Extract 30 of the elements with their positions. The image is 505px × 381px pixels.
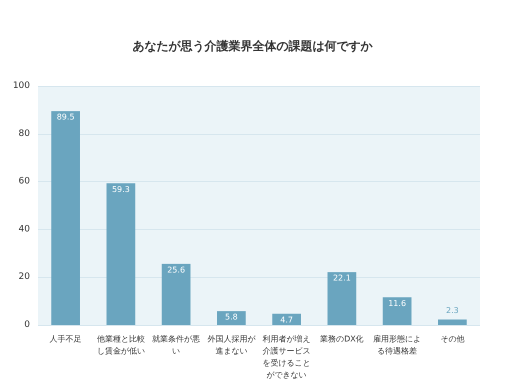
- y-tick-label: 40: [18, 224, 30, 234]
- data-label: 89.5: [56, 112, 75, 122]
- y-tick-label: 80: [18, 128, 30, 139]
- bar: [106, 183, 136, 325]
- x-tick-label: 他業種と比較し賃金が低い: [96, 334, 145, 356]
- y-tick-label: 60: [18, 176, 30, 187]
- x-tick-label: 外国人採用が進まない: [207, 334, 256, 356]
- bar: [438, 320, 467, 325]
- bar: [328, 272, 356, 325]
- x-tick-label: 人手不足: [50, 334, 82, 344]
- chart-title: あなたが思う介護業界全体の課題は何ですか: [132, 39, 374, 53]
- x-tick-label: 業務のDX化: [320, 334, 364, 344]
- bar: [217, 311, 246, 325]
- bar: [51, 111, 80, 325]
- x-tick-label: その他: [440, 334, 464, 344]
- data-label: 11.6: [388, 298, 406, 308]
- y-tick-label: 20: [18, 272, 30, 282]
- data-label: 22.1: [332, 274, 351, 283]
- data-label: 4.7: [280, 315, 293, 324]
- data-label: 2.3: [446, 306, 459, 316]
- y-tick-label: 0: [24, 320, 30, 330]
- x-tick-label: 雇用形態による待遇格差: [373, 334, 422, 356]
- bar: [162, 264, 190, 325]
- data-label: 25.6: [167, 265, 186, 274]
- y-tick-label: 100: [12, 81, 30, 91]
- x-tick-label: 利用者が増え介護サービスを受けることができない: [262, 334, 311, 380]
- data-label: 5.8: [225, 312, 238, 322]
- x-tick-label: 就業条件が悪い: [152, 334, 200, 356]
- bar: [382, 297, 412, 325]
- data-label: 59.3: [112, 184, 130, 194]
